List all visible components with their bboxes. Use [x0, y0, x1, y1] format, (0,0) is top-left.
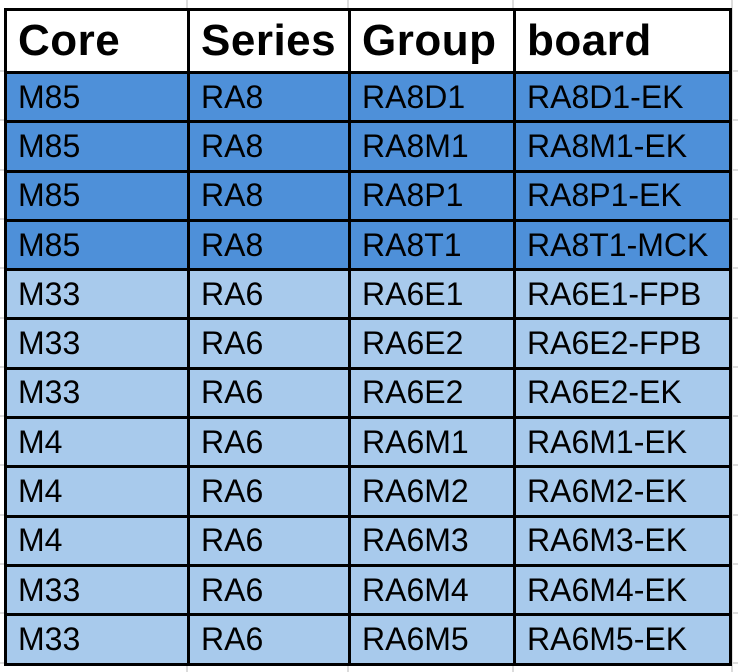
- cell[interactable]: RA6: [187, 563, 351, 617]
- table-row: M85 RA8 RA8T1 RA8T1-MCK: [4, 218, 732, 272]
- cell[interactable]: RA8: [187, 70, 351, 124]
- cell[interactable]: RA6M5-EK: [513, 613, 732, 666]
- cell[interactable]: M85: [4, 70, 190, 124]
- cell[interactable]: M33: [4, 366, 190, 420]
- cell[interactable]: RA6: [187, 514, 351, 567]
- cell[interactable]: M33: [4, 268, 190, 321]
- cell[interactable]: RA8T1-MCK: [513, 218, 732, 272]
- cell[interactable]: RA6: [187, 366, 351, 420]
- cell[interactable]: M33: [4, 317, 190, 370]
- cell[interactable]: RA6E2: [348, 317, 516, 370]
- cell[interactable]: RA6M4-EK: [513, 563, 732, 617]
- cell[interactable]: RA8M1-EK: [513, 120, 732, 173]
- cell[interactable]: RA6M1-EK: [513, 416, 732, 469]
- cell[interactable]: M85: [4, 218, 190, 272]
- cell[interactable]: RA6: [187, 613, 351, 666]
- cell[interactable]: M4: [4, 514, 190, 567]
- cell[interactable]: RA6: [187, 317, 351, 370]
- table-row: M33 RA6 RA6E2 RA6E2-EK: [4, 366, 732, 420]
- cell[interactable]: RA6M4: [348, 563, 516, 617]
- column-header-group[interactable]: Group: [348, 8, 516, 74]
- cell[interactable]: RA6M1: [348, 416, 516, 469]
- cell[interactable]: RA6E1: [348, 268, 516, 321]
- cell[interactable]: RA8P1-EK: [513, 169, 732, 222]
- cell[interactable]: M85: [4, 169, 190, 222]
- cell[interactable]: RA6E2-EK: [513, 366, 732, 420]
- cell[interactable]: RA6E2: [348, 366, 516, 420]
- header-row: Core Series Group board: [4, 8, 732, 74]
- cell[interactable]: RA6: [187, 465, 351, 518]
- cell[interactable]: RA8D1-EK: [513, 70, 732, 124]
- cell[interactable]: RA6M3-EK: [513, 514, 732, 567]
- table-row: M85 RA8 RA8M1 RA8M1-EK: [4, 120, 732, 173]
- cell[interactable]: RA8T1: [348, 218, 516, 272]
- table-row: M33 RA6 RA6M5 RA6M5-EK: [4, 613, 732, 666]
- cell[interactable]: RA8: [187, 218, 351, 272]
- column-header-series[interactable]: Series: [187, 8, 351, 74]
- table-row: M33 RA6 RA6E2 RA6E2-FPB: [4, 317, 732, 370]
- column-header-core[interactable]: Core: [4, 8, 190, 74]
- cell[interactable]: M33: [4, 563, 190, 617]
- table-row: M85 RA8 RA8P1 RA8P1-EK: [4, 169, 732, 222]
- table-row: M4 RA6 RA6M1 RA6M1-EK: [4, 416, 732, 469]
- table-row: M4 RA6 RA6M3 RA6M3-EK: [4, 514, 732, 567]
- cell[interactable]: RA6E2-FPB: [513, 317, 732, 370]
- cell[interactable]: RA6M2-EK: [513, 465, 732, 518]
- cell[interactable]: RA6M5: [348, 613, 516, 666]
- cell[interactable]: RA6M2: [348, 465, 516, 518]
- cell[interactable]: M33: [4, 613, 190, 666]
- gridline-vertical: [731, 0, 733, 672]
- cell[interactable]: RA8D1: [348, 70, 516, 124]
- cell[interactable]: M4: [4, 416, 190, 469]
- table-row: M33 RA6 RA6E1 RA6E1-FPB: [4, 268, 732, 321]
- mcu-board-table: Core Series Group board M85 RA8 RA8D1 RA8D1-EK…: [4, 8, 732, 666]
- cell[interactable]: M4: [4, 465, 190, 518]
- column-header-board[interactable]: board: [513, 8, 732, 74]
- cell[interactable]: M85: [4, 120, 190, 173]
- cell[interactable]: RA6E1-FPB: [513, 268, 732, 321]
- cell[interactable]: RA6M3: [348, 514, 516, 567]
- cell[interactable]: RA8P1: [348, 169, 516, 222]
- cell[interactable]: RA6: [187, 416, 351, 469]
- table-row: M85 RA8 RA8D1 RA8D1-EK: [4, 70, 732, 124]
- cell[interactable]: RA8: [187, 120, 351, 173]
- cell[interactable]: RA6: [187, 268, 351, 321]
- table-row: M4 RA6 RA6M2 RA6M2-EK: [4, 465, 732, 518]
- cell[interactable]: RA8M1: [348, 120, 516, 173]
- table-row: M33 RA6 RA6M4 RA6M4-EK: [4, 563, 732, 617]
- cell[interactable]: RA8: [187, 169, 351, 222]
